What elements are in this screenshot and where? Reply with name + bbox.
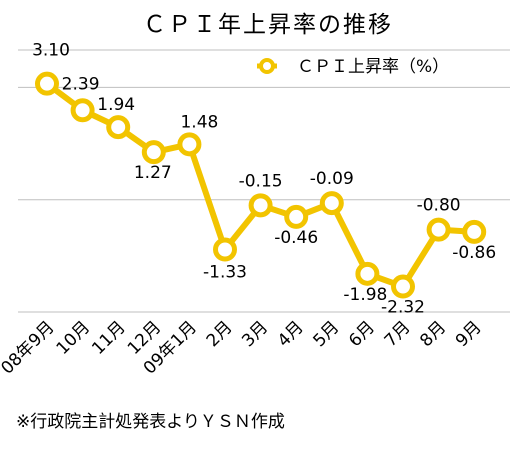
data-label: -0.09 bbox=[310, 169, 354, 189]
data-point bbox=[141, 140, 166, 165]
data-point bbox=[213, 237, 237, 262]
x-tick-label: 3月 bbox=[238, 317, 272, 351]
x-tick-label: 08年9月 bbox=[0, 317, 59, 378]
data-labels-group: 3.10 2.391.94 1.27 1.48 -1.33 -0.15 -0.46 -0.09… bbox=[32, 41, 496, 318]
data-point bbox=[177, 132, 202, 157]
data-point bbox=[284, 204, 309, 229]
data-label: 1.27 bbox=[134, 163, 172, 183]
data-label: -0.86 bbox=[452, 243, 496, 263]
data-point bbox=[106, 115, 131, 140]
footnote: ※行政院主計処発表よりＹＳＮ作成 bbox=[16, 412, 285, 432]
data-point bbox=[462, 219, 487, 244]
legend: ＣＰＩ上昇率（%） bbox=[257, 57, 449, 77]
x-tick-label: 7月 bbox=[381, 317, 415, 351]
data-label: -1.33 bbox=[203, 262, 247, 282]
chart-title: ＣＰＩ年上昇率の推移 bbox=[143, 12, 393, 38]
data-point bbox=[35, 71, 59, 96]
legend-label: ＣＰＩ上昇率（%） bbox=[297, 57, 449, 77]
data-label: -0.15 bbox=[239, 171, 283, 191]
data-label: -0.46 bbox=[274, 228, 318, 248]
data-point bbox=[70, 98, 95, 123]
data-label: 1.48 bbox=[180, 112, 218, 132]
data-point bbox=[319, 191, 344, 216]
markers-group bbox=[35, 71, 487, 299]
data-point bbox=[355, 261, 380, 286]
x-tick-label: 8月 bbox=[416, 317, 450, 351]
x-tick-label: 6月 bbox=[345, 317, 379, 351]
data-point bbox=[391, 274, 415, 299]
x-tick-label: 11月 bbox=[88, 317, 129, 358]
x-tick-label: 4月 bbox=[274, 317, 308, 351]
data-label: 3.10 bbox=[32, 41, 70, 61]
x-tick-label: 2月 bbox=[203, 317, 237, 351]
data-label: -0.80 bbox=[417, 196, 461, 216]
gridlines bbox=[18, 49, 510, 313]
data-label: -1.98 bbox=[343, 285, 387, 305]
x-tick-label: 10月 bbox=[53, 317, 94, 358]
data-label: 2.39 bbox=[62, 74, 100, 94]
data-point bbox=[248, 193, 273, 218]
x-tick-label: 5月 bbox=[310, 317, 344, 351]
data-label: -2.32 bbox=[381, 298, 425, 318]
data-point bbox=[426, 217, 451, 242]
x-tick-label: 9月 bbox=[452, 317, 486, 351]
data-label: 1.94 bbox=[97, 95, 135, 115]
legend-marker bbox=[259, 58, 275, 74]
